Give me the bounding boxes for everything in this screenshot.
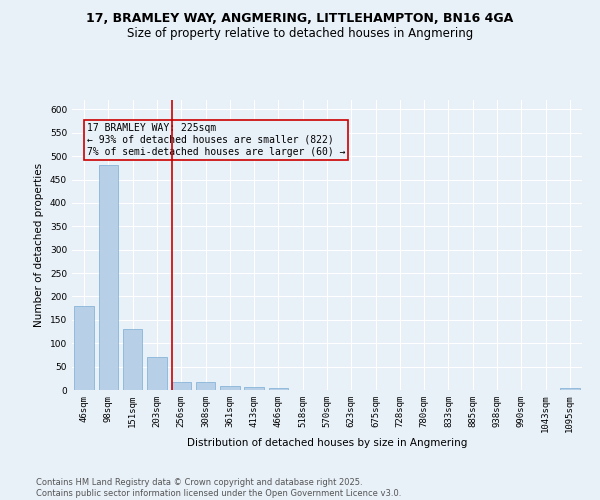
Bar	[147, 358, 167, 390]
Bar	[123, 329, 142, 390]
Bar	[196, 382, 215, 390]
Text: 17 BRAMLEY WAY: 225sqm
← 93% of detached houses are smaller (822)
7% of semi-det: 17 BRAMLEY WAY: 225sqm ← 93% of detached…	[86, 124, 345, 156]
Text: Contains HM Land Registry data © Crown copyright and database right 2025.
Contai: Contains HM Land Registry data © Crown c…	[36, 478, 401, 498]
Bar	[99, 166, 118, 390]
Text: 17, BRAMLEY WAY, ANGMERING, LITTLEHAMPTON, BN16 4GA: 17, BRAMLEY WAY, ANGMERING, LITTLEHAMPTO…	[86, 12, 514, 26]
Bar	[74, 306, 94, 390]
Bar	[269, 388, 288, 390]
Bar	[560, 388, 580, 390]
Bar	[172, 382, 191, 390]
Text: Size of property relative to detached houses in Angmering: Size of property relative to detached ho…	[127, 28, 473, 40]
Bar	[220, 386, 239, 390]
Bar	[244, 387, 264, 390]
Y-axis label: Number of detached properties: Number of detached properties	[34, 163, 44, 327]
X-axis label: Distribution of detached houses by size in Angmering: Distribution of detached houses by size …	[187, 438, 467, 448]
